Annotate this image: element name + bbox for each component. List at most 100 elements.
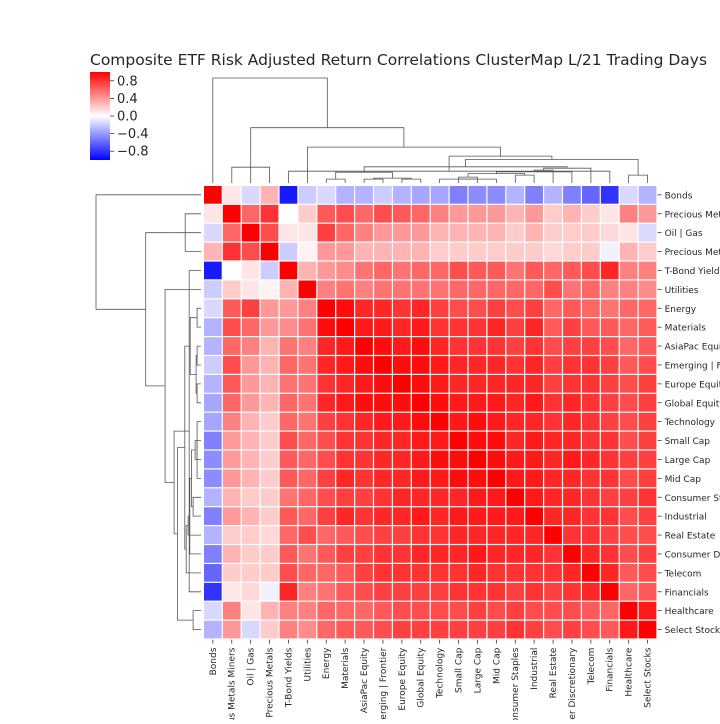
heatmap-cell	[468, 507, 487, 525]
heatmap-cell	[355, 318, 373, 336]
heatmap-cell	[544, 450, 562, 469]
heatmap-cell	[222, 582, 241, 601]
heatmap-cell	[393, 280, 411, 299]
heatmap-cell	[430, 545, 449, 563]
heatmap-cell	[638, 337, 657, 355]
column-label: Healthcare	[625, 647, 635, 697]
heatmap-cell	[544, 375, 562, 393]
heatmap-cell	[222, 526, 241, 544]
heatmap-cell	[298, 507, 317, 525]
heatmap-cell	[468, 223, 487, 242]
heatmap-cell	[298, 545, 317, 563]
heatmap-cell	[393, 507, 411, 525]
heatmap-cell	[563, 261, 581, 280]
heatmap-cell	[279, 488, 298, 507]
heatmap-cell	[411, 280, 430, 299]
heatmap-cell	[582, 242, 600, 261]
heatmap-cell	[317, 223, 336, 242]
heatmap-cell	[487, 337, 506, 355]
heatmap-cell	[600, 620, 619, 639]
heatmap-cell	[222, 356, 241, 374]
heatmap-cell	[317, 431, 336, 450]
heatmap-cell	[241, 507, 260, 525]
heatmap-cell	[393, 526, 411, 544]
heatmap-cell	[355, 526, 373, 544]
heatmap-cell	[638, 280, 657, 299]
heatmap-cell	[506, 242, 525, 261]
heatmap-cell	[506, 469, 525, 488]
column-dendrogram-link	[401, 178, 422, 183]
heatmap-cell	[241, 488, 260, 507]
heatmap-cell	[393, 299, 411, 318]
heatmap-cell	[525, 620, 543, 639]
heatmap-cell	[241, 280, 260, 299]
heatmap-cell	[525, 280, 543, 299]
heatmap-cell	[279, 450, 298, 469]
heatmap-cell	[279, 469, 298, 488]
heatmap-cell	[260, 375, 279, 393]
heatmap-cell	[222, 280, 241, 299]
heatmap-cell	[355, 356, 373, 374]
heatmap-cell	[298, 601, 317, 620]
heatmap-cell	[317, 375, 336, 393]
heatmap-cell	[468, 582, 487, 601]
heatmap-cell	[638, 507, 657, 525]
column-dendrogram-link	[363, 178, 384, 183]
heatmap-cell	[638, 261, 657, 280]
heatmap-cell	[355, 582, 373, 601]
heatmap-cell	[317, 242, 336, 261]
heatmap-cell	[582, 545, 600, 563]
heatmap-cell	[638, 601, 657, 620]
heatmap-cell	[544, 620, 562, 639]
heatmap-cell	[430, 488, 449, 507]
heatmap-cell	[393, 261, 411, 280]
heatmap-cell	[487, 204, 506, 223]
heatmap-cell	[279, 280, 298, 299]
heatmap-cell	[582, 204, 600, 223]
heatmap-cell	[582, 488, 600, 507]
row-label: Utilities	[665, 286, 699, 296]
heatmap-cell	[298, 261, 317, 280]
heatmap-cell	[468, 601, 487, 620]
heatmap-cell	[317, 620, 336, 639]
heatmap-cell	[600, 204, 619, 223]
heatmap-cell	[619, 526, 638, 544]
heatmap-cell	[563, 186, 581, 204]
colorbar: 0.8 0.4 0.0 −0.4 −0.8	[90, 72, 149, 160]
heatmap-cell	[544, 318, 562, 336]
colorbar-tick-label: 0.8	[117, 74, 138, 89]
heatmap-cell	[582, 261, 600, 280]
heatmap-cell	[600, 582, 619, 601]
heatmap-cell	[619, 450, 638, 469]
heatmap-cell	[260, 450, 279, 469]
heatmap-cell	[241, 431, 260, 450]
heatmap-cell	[638, 204, 657, 223]
heatmap-cell	[525, 582, 543, 601]
row-label: AsiaPac Equity	[665, 343, 720, 353]
heatmap-cell	[600, 186, 619, 204]
heatmap-cell	[563, 204, 581, 223]
heatmap-cell	[317, 545, 336, 563]
heatmap-cell	[449, 431, 468, 450]
heatmap-cell	[468, 261, 487, 280]
heatmap-cell	[260, 337, 279, 355]
heatmap-cell	[355, 620, 373, 639]
column-label: Energy	[322, 647, 332, 679]
heatmap-cell	[222, 375, 241, 393]
heatmap-cell	[260, 582, 279, 601]
colorbar-tick-label: −0.8	[117, 145, 149, 160]
heatmap-cell	[411, 299, 430, 318]
heatmap-cell	[298, 620, 317, 639]
column-label: Oil | Gas	[247, 647, 257, 685]
heatmap-cell	[600, 375, 619, 393]
heatmap-cell	[411, 186, 430, 204]
row-label: Energy	[665, 305, 697, 315]
heatmap-cell	[260, 620, 279, 639]
heatmap-cell	[279, 337, 298, 355]
heatmap-cell	[600, 507, 619, 525]
heatmap-cell	[487, 261, 506, 280]
heatmap-cell	[393, 412, 411, 431]
heatmap-cell	[260, 488, 279, 507]
heatmap-cell	[411, 526, 430, 544]
column-label: Mid Cap	[492, 647, 502, 684]
